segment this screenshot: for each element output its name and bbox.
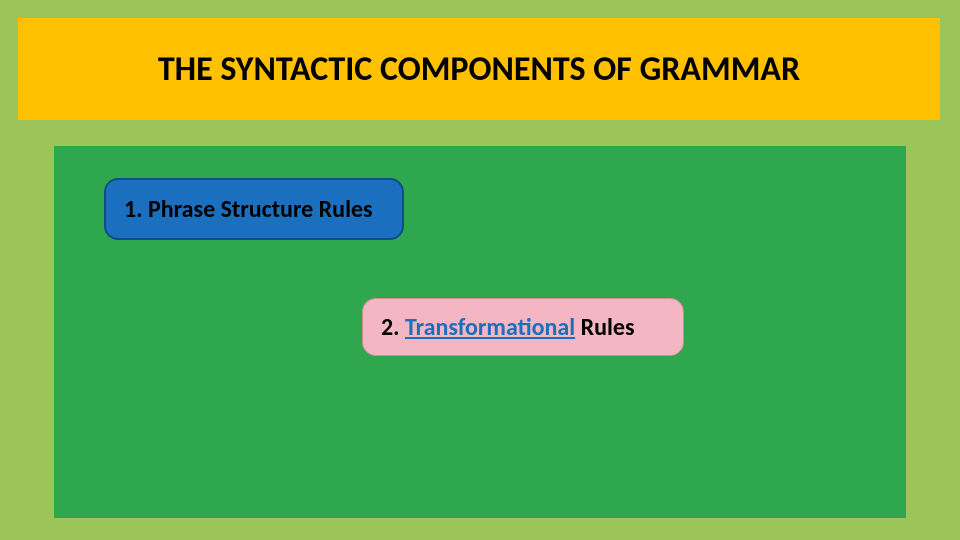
title-box: THE SYNTACTIC COMPONENTS OF GRAMMAR (18, 18, 940, 120)
rule2-content: 2. Transformational Rules (381, 313, 635, 342)
rule1-text: 1. Phrase Structure Rules (124, 195, 373, 224)
slide-title: THE SYNTACTIC COMPONENTS OF GRAMMAR (158, 49, 800, 90)
rule-box-2: 2. Transformational Rules (362, 298, 684, 356)
rule2-suffix: Rules (575, 313, 634, 342)
rule-box-1: 1. Phrase Structure Rules (104, 178, 404, 240)
rule2-link[interactable]: Transformational (405, 313, 575, 342)
slide: THE SYNTACTIC COMPONENTS OF GRAMMAR 1. P… (0, 0, 960, 540)
rule2-prefix: 2. (381, 313, 405, 342)
